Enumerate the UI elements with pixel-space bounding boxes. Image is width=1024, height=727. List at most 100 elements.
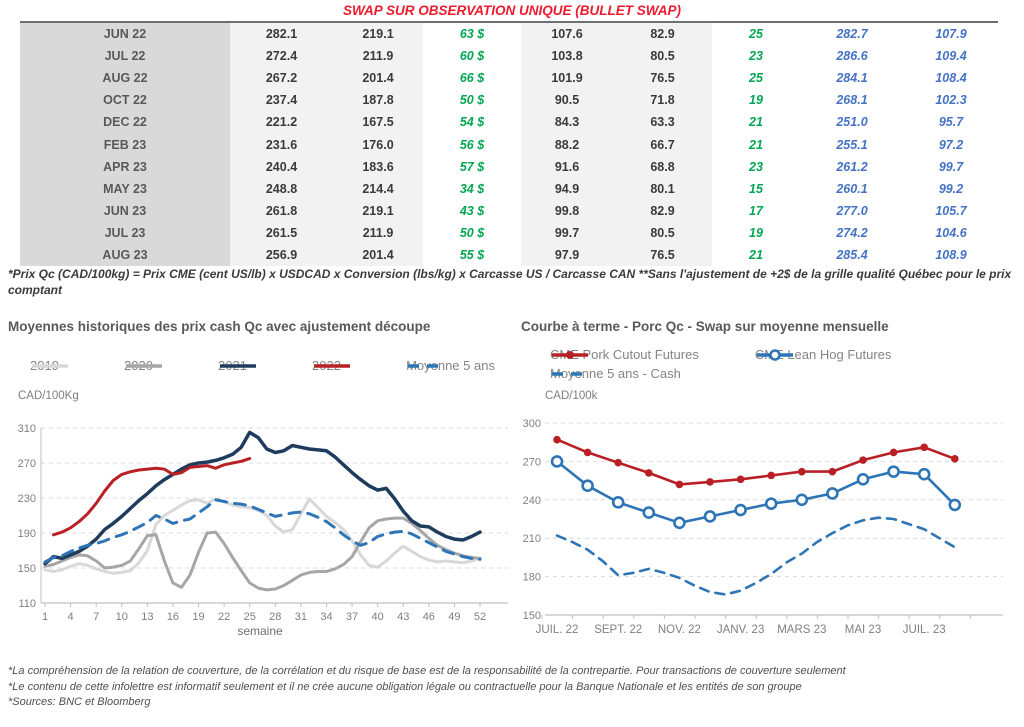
- table-row: JUN 23 261.8 219.1 43 $99.8 82.9 17 277.0 105.7: [20, 199, 998, 222]
- table-cell-gain_qc: 60 $: [423, 45, 521, 68]
- table-cell-courbe_cme: 97.2: [904, 133, 998, 156]
- svg-text:25: 25: [244, 611, 256, 623]
- table-cell-gain_qc: 57 $: [423, 155, 521, 178]
- table-cell-cme_swap: 99.8: [521, 199, 613, 222]
- table-cell-month: FEB 23: [20, 133, 230, 156]
- svg-text:240: 240: [523, 495, 541, 507]
- table-cell-month: OCT 22: [20, 89, 230, 112]
- svg-text:CAD/100Kg: CAD/100Kg: [18, 390, 79, 402]
- table-cell-qc_swap: 221.2: [230, 111, 333, 134]
- table-cell-gain_cme: 25: [712, 67, 800, 90]
- table-row: OCT 22 237.4 187.8 50 $90.5 71.8 19 268.1 102.3: [20, 89, 998, 112]
- table-cell-qc_cash: 219.1: [333, 199, 423, 222]
- legend-item: CME Pork Cutout Futures: [550, 347, 699, 362]
- table-cell-courbe_qc: 282.7: [800, 22, 904, 46]
- table-cell-cme_cash: 80.5: [613, 45, 712, 68]
- svg-text:37: 37: [346, 611, 358, 623]
- table-cell-gain_cme: 19: [712, 221, 800, 244]
- table-cell-gain_qc: 34 $: [423, 177, 521, 200]
- legend-row: Moyenne 5 ans - Cash: [550, 366, 681, 381]
- table-cell-courbe_qc: 286.6: [800, 45, 904, 68]
- table-cell-gain_cme: 23: [712, 155, 800, 178]
- table-cell-courbe_qc: 268.1: [800, 89, 904, 112]
- legend-swatch-icon: [126, 363, 163, 368]
- svg-text:150: 150: [523, 610, 541, 622]
- table-cell-cme_swap: 101.9: [521, 67, 613, 90]
- table-cell-qc_cash: 183.6: [333, 155, 423, 178]
- table-cell-gain_cme: 19: [712, 89, 800, 112]
- series-line-2022: [52, 457, 252, 537]
- table-cell-cme_cash: 68.8: [613, 155, 712, 178]
- svg-text:28: 28: [269, 611, 281, 623]
- table-cell-cme_swap: 97.9: [521, 243, 613, 267]
- svg-text:16: 16: [167, 611, 179, 623]
- series-line-2019: [43, 497, 482, 575]
- table-cell-month: AUG 23: [20, 243, 230, 267]
- table-cell-qc_cash: 219.1: [333, 22, 423, 46]
- table-cell-courbe_cme: 108.4: [904, 67, 998, 90]
- legend-item-label: Moyenne 5 ans - Cash: [550, 366, 681, 381]
- legend-item: Moyenne 5 ans: [406, 358, 495, 373]
- legend-item: Moyenne 5 ans - Cash: [550, 366, 681, 381]
- table-row: JUL 23 261.5 211.9 50 $99.7 80.5 19 274.2 104.6: [20, 221, 998, 244]
- table-cell-cme_cash: 82.9: [613, 22, 712, 46]
- table-cell-cme_swap: 99.7: [521, 221, 613, 244]
- svg-text:300: 300: [523, 418, 541, 430]
- table-cell-gain_cme: 17: [712, 199, 800, 222]
- table-cell-gain_cme: 21: [712, 243, 800, 267]
- legend-item: 2021: [218, 358, 257, 373]
- table-cell-qc_cash: 211.9: [333, 221, 423, 244]
- svg-text:4: 4: [68, 611, 74, 623]
- svg-text:31: 31: [295, 611, 307, 623]
- table-cell-cme_cash: 71.8: [613, 89, 712, 112]
- table-cell-month: JUL 22: [20, 45, 230, 68]
- table-cell-gain_qc: 66 $: [423, 67, 521, 90]
- svg-text:46: 46: [423, 611, 435, 623]
- table-cell-courbe_cme: 107.9: [904, 22, 998, 46]
- table-cell-qc_swap: 256.9: [230, 243, 333, 267]
- table-cell-courbe_qc: 260.1: [800, 177, 904, 200]
- left-chart-title: Moyennes historiques des prix cash Qc av…: [8, 319, 431, 334]
- table-cell-qc_cash: 187.8: [333, 89, 423, 112]
- table-cell-gain_cme: 21: [712, 133, 800, 156]
- table-row: FEB 23 231.6 176.0 56 $88.2 66.7 21 255.1 97.2: [20, 133, 998, 156]
- table-cell-gain_cme: 23: [712, 45, 800, 68]
- legend-swatch-icon: [32, 363, 68, 368]
- svg-text:150: 150: [18, 563, 36, 575]
- legend-item: 2019: [30, 358, 68, 373]
- table-cell-courbe_cme: 99.2: [904, 177, 998, 200]
- table-footnote: *Prix Qc (CAD/100kg) = Prix CME (cent US…: [8, 267, 1012, 297]
- table-cell-qc_swap: 267.2: [230, 67, 333, 90]
- svg-text:43: 43: [397, 611, 409, 623]
- svg-text:34: 34: [320, 611, 332, 623]
- svg-text:230: 230: [18, 493, 36, 505]
- table-cell-cme_swap: 94.9: [521, 177, 613, 200]
- disclaimer-footnotes: *La compréhension de la relation de couv…: [8, 664, 1018, 711]
- series-line-2021: [43, 430, 482, 566]
- legend-item: CME Lean Hog Futures: [755, 347, 892, 362]
- table-cell-courbe_qc: 274.2: [800, 221, 904, 244]
- svg-text:JUIL. 22: JUIL. 22: [536, 624, 579, 636]
- table-cell-gain_qc: 50 $: [423, 89, 521, 112]
- legend-item-label: Moyenne 5 ans: [406, 358, 495, 373]
- footnote-line: *Sources: BNC et Bloomberg: [8, 696, 151, 708]
- table-cell-gain_cme: 21: [712, 111, 800, 134]
- table-cell-cme_cash: 82.9: [613, 199, 712, 222]
- table-cell-month: JUN 22: [20, 22, 230, 46]
- table-cell-qc_cash: 167.5: [333, 111, 423, 134]
- table-cell-qc_swap: 282.1: [230, 22, 333, 46]
- table-cell-qc_cash: 176.0: [333, 133, 423, 156]
- svg-text:52: 52: [474, 611, 486, 623]
- legend-swatch-icon: [314, 363, 351, 368]
- svg-text:13: 13: [141, 611, 153, 623]
- table-cell-qc_swap: 237.4: [230, 89, 333, 112]
- svg-text:19: 19: [192, 611, 204, 623]
- table-cell-courbe_qc: 277.0: [800, 199, 904, 222]
- table-cell-cme_swap: 88.2: [521, 133, 613, 156]
- svg-text:semaine: semaine: [237, 624, 283, 638]
- swap-table: JUN 22 282.1 219.1 63 $107.6 82.9 25 282.7 107.…: [20, 21, 998, 267]
- table-cell-qc_swap: 248.8: [230, 177, 333, 200]
- svg-text:SEPT. 22: SEPT. 22: [594, 624, 642, 636]
- table-cell-month: JUN 23: [20, 199, 230, 222]
